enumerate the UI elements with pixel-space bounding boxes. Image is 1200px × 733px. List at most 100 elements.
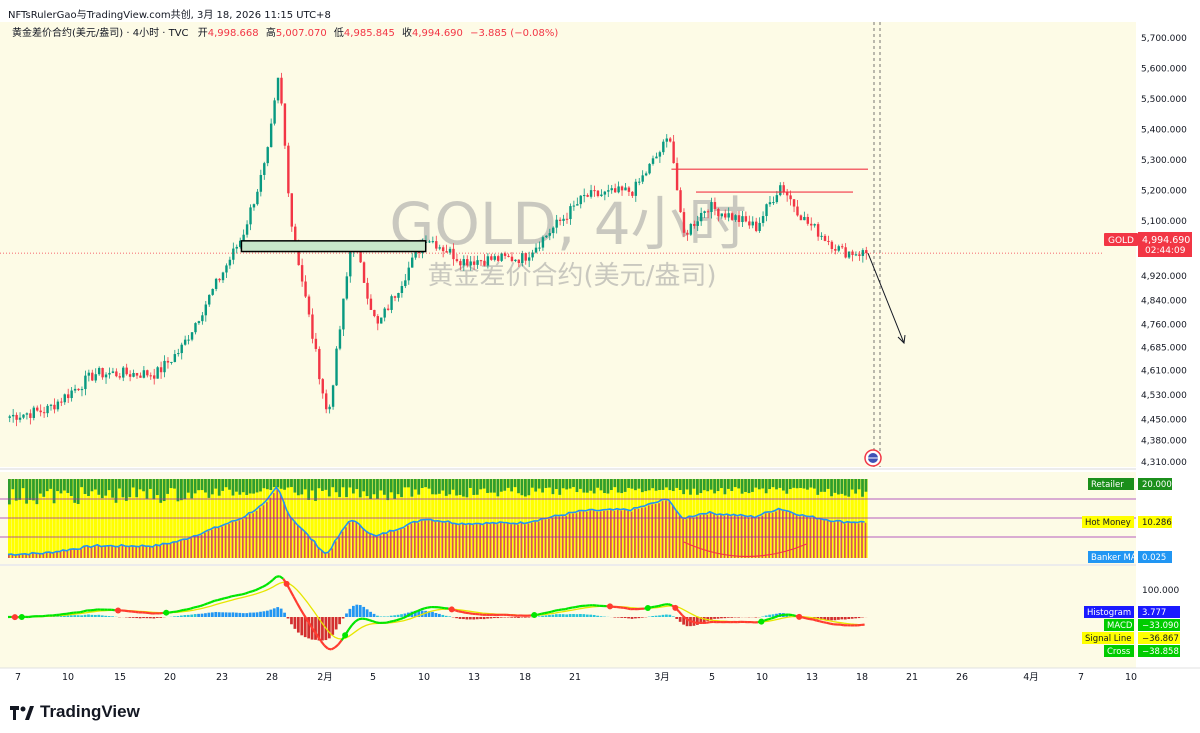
- macd-histogram-bar: [444, 615, 448, 617]
- price-chart-svg[interactable]: GOLD, 4小时 黄金差价合约(美元/盎司) 黄金差价合约(美元/盎司) · …: [0, 22, 1200, 690]
- candle-body: [455, 259, 459, 262]
- candle-body: [486, 256, 490, 266]
- retailer-bar: [389, 479, 393, 493]
- macd-line-segment: [224, 596, 229, 600]
- retailer-bar: [864, 479, 868, 492]
- retailer-bar: [331, 479, 335, 488]
- legend: 黄金差价合约(美元/盎司) · 4小时 · TVC 开4,998.668 高5,…: [12, 26, 558, 39]
- macd-histogram-bar: [424, 610, 427, 617]
- macd-line-segment: [823, 621, 827, 624]
- macd-histogram-bar: [658, 615, 661, 617]
- macd-histogram-bar: [517, 617, 520, 618]
- retailer-bar: [799, 479, 802, 488]
- candle-body: [538, 247, 541, 249]
- banker-bar: [420, 520, 423, 558]
- macd-line-segment: [840, 623, 845, 627]
- retailer-bar: [327, 479, 331, 497]
- banker-bar: [18, 554, 21, 558]
- banker-bar: [548, 518, 550, 558]
- retailer-bar: [616, 479, 620, 493]
- price-tag-symbol-bg: [1104, 233, 1138, 246]
- macd-line-segment: [416, 608, 422, 613]
- hot-money-bar: [826, 479, 830, 558]
- retailer-bar: [699, 479, 703, 494]
- macd-histogram-bar: [138, 617, 142, 619]
- banker-bar: [369, 533, 371, 558]
- retailer-bar: [131, 479, 135, 488]
- banker-bar: [224, 525, 227, 558]
- banker-bar: [775, 511, 777, 558]
- macd-histogram-bar: [554, 614, 558, 617]
- hot-money-bar: [372, 479, 376, 558]
- macd-histogram-bar: [87, 614, 90, 617]
- macd-histogram-bar: [379, 616, 383, 617]
- macd-line-segment: [365, 618, 370, 622]
- retailer-bar: [592, 479, 596, 494]
- macd-line-segment: [423, 606, 428, 610]
- retailer-bar: [386, 479, 390, 501]
- retailer-bar: [76, 479, 80, 504]
- macd-histogram-bar: [475, 617, 479, 620]
- retailer-bar: [200, 479, 204, 491]
- candle-body: [555, 219, 558, 228]
- retailer-bar: [709, 479, 713, 490]
- banker-bar: [66, 550, 69, 558]
- hot-money-bar: [365, 479, 369, 558]
- candle-body: [665, 138, 668, 142]
- watermark-description: 黄金差价合约(美元/盎司): [427, 261, 716, 291]
- hot-money-bar: [241, 479, 246, 558]
- retailer-bar: [128, 479, 132, 498]
- macd-histogram-bar: [296, 617, 300, 633]
- price-axis[interactable]: 5,700.000 5,600.000 5,500.000 5,400.000 5,30…: [1141, 34, 1187, 468]
- banker-bar: [520, 522, 523, 558]
- hot-money-bar: [434, 479, 438, 558]
- tradingview-brand[interactable]: TradingView: [10, 702, 140, 722]
- chart-area[interactable]: GOLD, 4小时 黄金差价合约(美元/盎司) 黄金差价合约(美元/盎司) · …: [0, 22, 1200, 690]
- macd-histogram-bar: [76, 615, 80, 617]
- macd-histogram-bar: [678, 617, 682, 622]
- retailer-bar: [376, 479, 379, 499]
- retailer-bar: [162, 479, 166, 502]
- hot-money-bar: [396, 479, 400, 558]
- macd-histogram-bar: [283, 612, 286, 617]
- retailer-bar: [228, 479, 231, 490]
- macd-line-segment: [186, 607, 191, 611]
- macd-histogram-bar: [279, 608, 283, 617]
- candle-body: [280, 77, 283, 104]
- hot-money-bar: [379, 479, 383, 558]
- macd-line-segment: [183, 608, 188, 612]
- macd-histogram-bar: [413, 610, 417, 617]
- retailer-bar: [173, 479, 176, 489]
- macd-line-segment: [479, 613, 483, 616]
- banker-bar: [410, 523, 413, 558]
- macd-histogram-bar: [376, 615, 379, 617]
- retailer-bar: [444, 479, 448, 496]
- candle-body: [359, 250, 362, 263]
- candle-body: [861, 250, 865, 256]
- candle-body: [221, 272, 225, 281]
- retailer-bar: [833, 479, 837, 493]
- legend-open: 4,998.668: [208, 28, 259, 39]
- banker-bar: [616, 509, 619, 558]
- banker-bar: [434, 521, 437, 558]
- hot-money-bar: [362, 479, 366, 558]
- price-axis-label: 4,530.000: [1141, 391, 1187, 401]
- projection-arrowhead: [897, 334, 906, 345]
- macd-histogram-bar: [217, 612, 221, 617]
- banker-bar: [262, 505, 265, 558]
- candle-body: [435, 241, 438, 249]
- retailer-bar: [830, 479, 833, 497]
- banker-bar: [210, 529, 213, 558]
- time-axis[interactable]: 7 10 15 20 23 28 2月 5 10 13 18 21 3月 5 10 13 18 21 26 4月 7 10: [15, 672, 1137, 683]
- candle-body: [675, 163, 679, 191]
- banker-bar: [537, 521, 540, 558]
- banker-bar: [699, 514, 702, 558]
- candle-body: [710, 202, 713, 212]
- retailer-bar: [634, 479, 637, 491]
- hot-money-bar: [111, 479, 115, 558]
- banker-bar: [345, 527, 347, 558]
- banker-bar: [465, 525, 468, 558]
- macd-histogram-bar: [104, 615, 108, 617]
- us-flag-event-icon[interactable]: [864, 449, 882, 467]
- hot-money-bar: [183, 479, 187, 558]
